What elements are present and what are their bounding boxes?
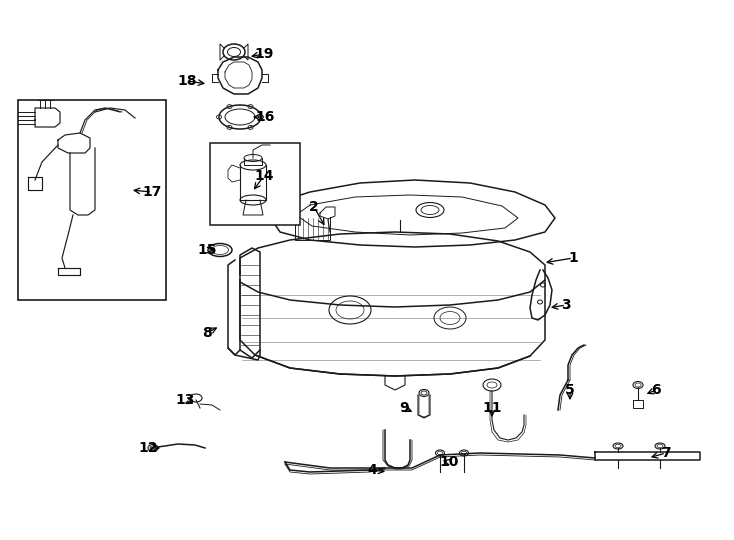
Text: 14: 14 [254, 169, 274, 183]
Bar [210, 143, 300, 225]
Text: 12: 12 [138, 441, 158, 455]
Text: 3: 3 [562, 298, 571, 312]
Text: 7: 7 [661, 446, 671, 460]
Text: 16: 16 [255, 110, 275, 124]
Text: 15: 15 [197, 243, 217, 257]
Text: 8: 8 [202, 326, 212, 340]
Text: 11: 11 [482, 401, 502, 415]
Text: 17: 17 [142, 185, 161, 199]
Bar [18, 100, 166, 300]
Text: 9: 9 [399, 401, 409, 415]
Text: 4: 4 [367, 463, 377, 477]
Text: 19: 19 [254, 47, 274, 61]
Text: 5: 5 [565, 383, 575, 397]
Text: 10: 10 [440, 455, 459, 469]
Text: 18: 18 [177, 74, 197, 88]
Text: 1: 1 [568, 251, 578, 265]
Text: 2: 2 [309, 200, 319, 214]
Text: 6: 6 [651, 383, 661, 397]
Text: 13: 13 [175, 393, 195, 407]
